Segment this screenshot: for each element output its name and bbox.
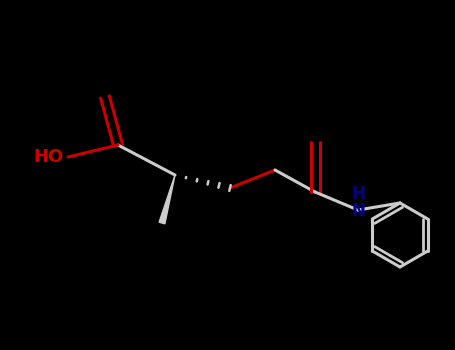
Text: H
N: H N [351, 186, 365, 220]
Text: HO: HO [34, 148, 64, 166]
Polygon shape [159, 175, 175, 224]
